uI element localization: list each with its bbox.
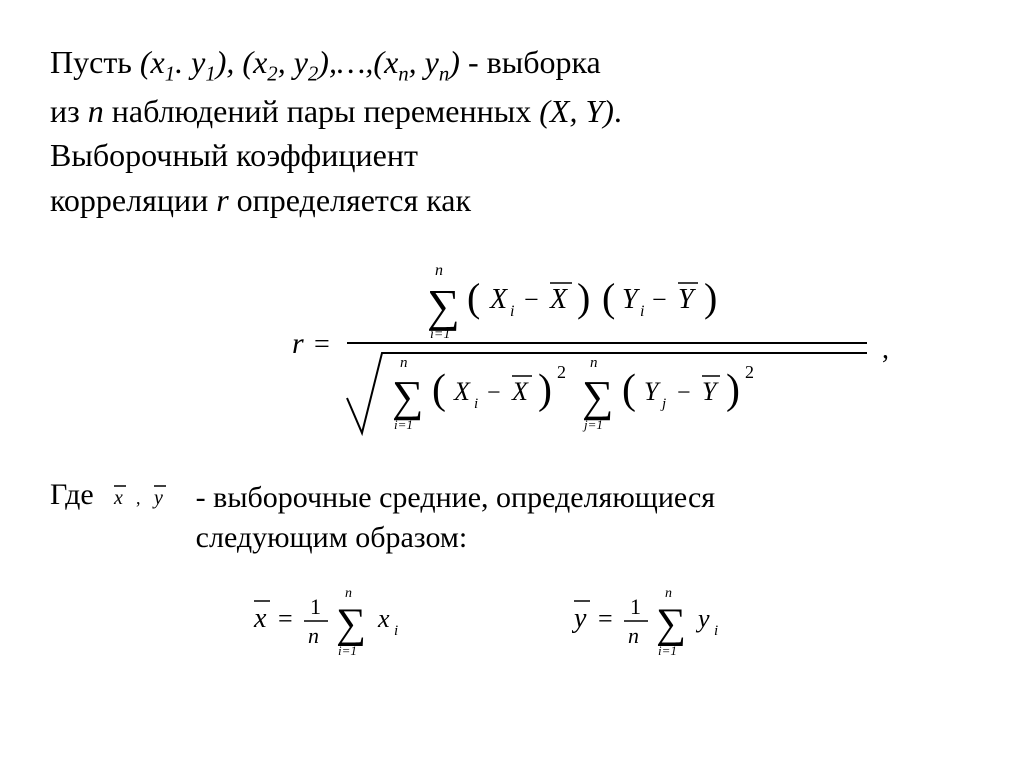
line4-post: определяется как — [229, 182, 471, 218]
svg-text:i=1: i=1 — [394, 417, 413, 432]
line2-n: n — [88, 93, 104, 129]
svg-text:∑: ∑ — [336, 601, 366, 647]
line2-pre: из — [50, 93, 88, 129]
svg-text:n: n — [628, 623, 639, 648]
svg-text:X: X — [549, 284, 568, 315]
svg-text:y: y — [572, 603, 587, 634]
svg-text:n: n — [590, 355, 598, 371]
xbar-formula: x = 1 n ∑ n i=1 x i — [252, 579, 452, 659]
svg-text:2: 2 — [745, 362, 754, 382]
xy-bars: x , y — [110, 482, 180, 517]
svg-text:n: n — [665, 586, 672, 601]
svg-text:x: x — [253, 603, 267, 634]
svg-text:): ) — [538, 367, 552, 413]
svg-text:=: = — [314, 329, 330, 360]
svg-text:y: y — [695, 604, 710, 633]
where-desc: - выборочные средние, определяющиеся сле… — [196, 478, 974, 559]
svg-text:Y: Y — [644, 377, 661, 406]
svg-text:−: − — [652, 285, 667, 314]
svg-text:n: n — [308, 623, 319, 648]
line2-post: . — [614, 93, 622, 129]
svg-text:i: i — [394, 623, 398, 639]
svg-text:i: i — [640, 303, 644, 320]
svg-text:n: n — [435, 262, 443, 279]
correlation-formula: r = ∑ n i=1 ( X i − X ) ( Y i − Y ) ∑ n … — [230, 243, 974, 448]
line3: Выборочный коэффициент — [50, 137, 418, 173]
svg-text:Y: Y — [702, 377, 719, 406]
means-formulas: x = 1 n ∑ n i=1 x i y = 1 n ∑ n i=1 y i — [50, 579, 974, 659]
svg-text:X: X — [511, 377, 529, 406]
intro-pre: Пусть — [50, 44, 140, 80]
svg-text:i=1: i=1 — [658, 643, 677, 658]
svg-text:∑: ∑ — [656, 601, 686, 647]
line4-pre: корреляции — [50, 182, 216, 218]
svg-text:=: = — [278, 604, 293, 633]
where-label: Где — [50, 478, 94, 512]
svg-text:−: − — [487, 380, 501, 406]
line4-r: r — [216, 182, 228, 218]
svg-text:=: = — [598, 604, 613, 633]
svg-text:x: x — [113, 487, 123, 509]
svg-text:(: ( — [432, 367, 446, 413]
intro-post: - выборка — [460, 44, 601, 80]
svg-text:,: , — [136, 488, 141, 508]
svg-text:1: 1 — [630, 594, 641, 619]
svg-text:): ) — [577, 275, 590, 320]
svg-text:1: 1 — [310, 594, 321, 619]
svg-text:∑: ∑ — [582, 372, 613, 421]
svg-text:(: ( — [622, 367, 636, 413]
svg-text:i: i — [714, 623, 718, 639]
svg-text:∑: ∑ — [427, 280, 460, 331]
svg-text:X: X — [489, 284, 508, 315]
svg-text:2: 2 — [557, 362, 566, 382]
svg-text:i: i — [474, 396, 478, 412]
line2-xy: (X, Y) — [539, 93, 614, 129]
svg-text:−: − — [677, 380, 691, 406]
svg-text:j=1: j=1 — [582, 417, 603, 432]
svg-text:i=1: i=1 — [338, 643, 357, 658]
where-desc-2: следующим образом: — [196, 521, 468, 554]
svg-text:Y: Y — [622, 284, 641, 315]
where-row: Где x , y - выборочные средние, определя… — [50, 478, 974, 559]
where-desc-1: - выборочные средние, определяющиеся — [196, 481, 715, 514]
svg-text:): ) — [704, 275, 717, 320]
svg-text:i=1: i=1 — [430, 327, 450, 342]
svg-text:X: X — [453, 377, 471, 406]
svg-text:i: i — [510, 303, 514, 320]
svg-text:(: ( — [602, 275, 615, 320]
svg-text:r: r — [292, 327, 304, 360]
svg-text:,: , — [882, 334, 889, 365]
svg-text:(: ( — [467, 275, 480, 320]
svg-text:−: − — [524, 285, 539, 314]
svg-text:n: n — [400, 355, 408, 371]
svg-text:∑: ∑ — [392, 372, 423, 421]
svg-text:Y: Y — [678, 284, 697, 315]
ybar-formula: y = 1 n ∑ n i=1 y i — [572, 579, 772, 659]
line2-mid: наблюдений пары переменных — [104, 93, 539, 129]
svg-text:y: y — [152, 487, 163, 509]
svg-text:j: j — [660, 396, 666, 412]
intro-pairs: (x1. y1), (x2, y2),…,(xn, yn) — [140, 44, 460, 80]
svg-text:x: x — [377, 604, 390, 633]
svg-text:n: n — [345, 586, 352, 601]
intro-text: Пусть (x1. y1), (x2, y2),…,(xn, yn) - вы… — [50, 40, 974, 223]
svg-text:): ) — [726, 367, 740, 413]
